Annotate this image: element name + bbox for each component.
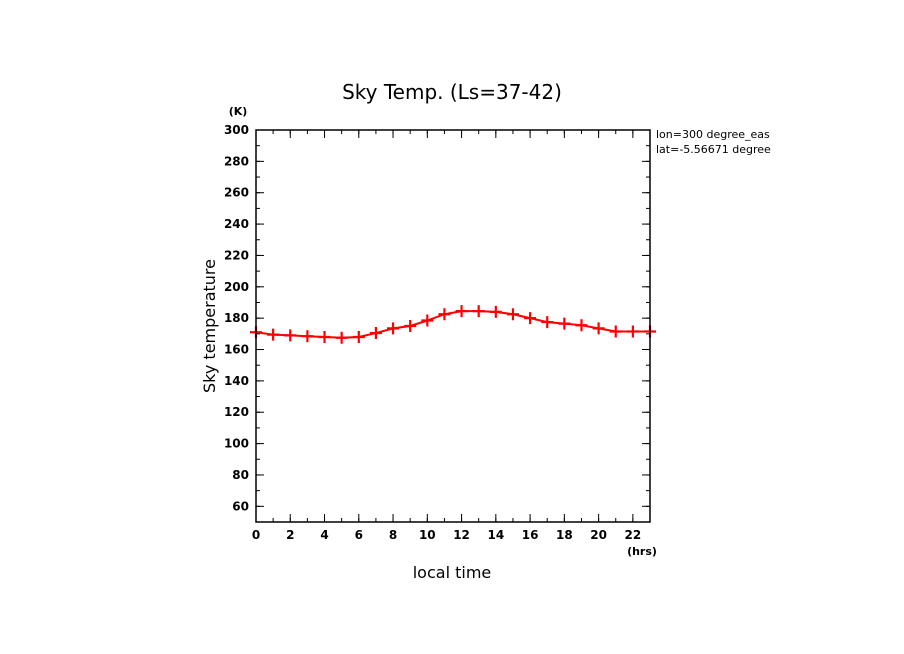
data-point bbox=[369, 327, 382, 340]
data-point bbox=[301, 330, 314, 343]
axes: 0 2 4 6 8 10 12 14 16 18 20 22 60 80 100 120 140 160 180 20… bbox=[224, 123, 651, 542]
x-tick-label: 16 bbox=[522, 528, 539, 542]
y-tick-label: 140 bbox=[224, 374, 249, 388]
x-tick-label: 2 bbox=[286, 528, 294, 542]
x-tick-label: 22 bbox=[625, 528, 642, 542]
y-axis-label: Sky temperature bbox=[200, 259, 219, 393]
x-tick-label: 6 bbox=[355, 528, 363, 542]
series-line bbox=[255, 310, 650, 339]
x-tick-label: 10 bbox=[419, 528, 436, 542]
y-tick-label: 120 bbox=[224, 405, 249, 419]
y-tick-label: 240 bbox=[224, 217, 249, 231]
plot-area bbox=[250, 305, 656, 344]
y-tick-label: 200 bbox=[224, 280, 249, 294]
data-point bbox=[609, 325, 622, 338]
y-tick-label: 220 bbox=[224, 248, 249, 262]
data-point bbox=[506, 308, 519, 321]
x-axis-unit: (hrs) bbox=[627, 545, 657, 558]
y-tick-label: 280 bbox=[224, 154, 249, 168]
x-tick-label: 14 bbox=[487, 528, 504, 542]
x-tick-label: 20 bbox=[590, 528, 607, 542]
data-point bbox=[318, 330, 331, 343]
data-point bbox=[455, 305, 468, 318]
data-point bbox=[558, 317, 571, 330]
annotation-lon: lon=300 degree_eas bbox=[656, 128, 770, 141]
y-tick-label: 60 bbox=[232, 499, 249, 513]
data-point bbox=[575, 319, 588, 332]
data-point bbox=[472, 305, 485, 318]
data-point bbox=[335, 331, 348, 344]
data-point bbox=[421, 314, 434, 327]
data-point bbox=[438, 308, 451, 321]
x-tick-label: 0 bbox=[252, 528, 260, 542]
data-point bbox=[284, 329, 297, 342]
data-point bbox=[592, 322, 605, 335]
data-point bbox=[524, 312, 537, 325]
data-point bbox=[267, 328, 280, 341]
x-tick-label: 4 bbox=[320, 528, 328, 542]
annotation-lat: lat=-5.56671 degree bbox=[656, 143, 771, 156]
y-tick-label: 300 bbox=[224, 123, 249, 137]
y-tick-label: 160 bbox=[224, 343, 249, 357]
plot-frame bbox=[255, 129, 651, 523]
y-tick-label: 100 bbox=[224, 437, 249, 451]
data-point bbox=[352, 330, 365, 343]
chart-title: Sky Temp. (Ls=37-42) bbox=[342, 80, 562, 104]
data-point bbox=[387, 322, 400, 335]
y-tick-label: 80 bbox=[232, 468, 249, 482]
x-tick-label: 18 bbox=[556, 528, 573, 542]
data-point bbox=[404, 320, 417, 332]
y-axis-unit: (K) bbox=[229, 105, 248, 118]
x-tick-label: 8 bbox=[389, 528, 397, 542]
y-tick-label: 180 bbox=[224, 311, 249, 325]
x-tick-label: 12 bbox=[453, 528, 470, 542]
data-point bbox=[626, 325, 639, 338]
data-point bbox=[489, 305, 502, 318]
x-axis-label: local time bbox=[413, 563, 492, 582]
data-point bbox=[541, 316, 554, 329]
y-tick-label: 260 bbox=[224, 186, 249, 200]
